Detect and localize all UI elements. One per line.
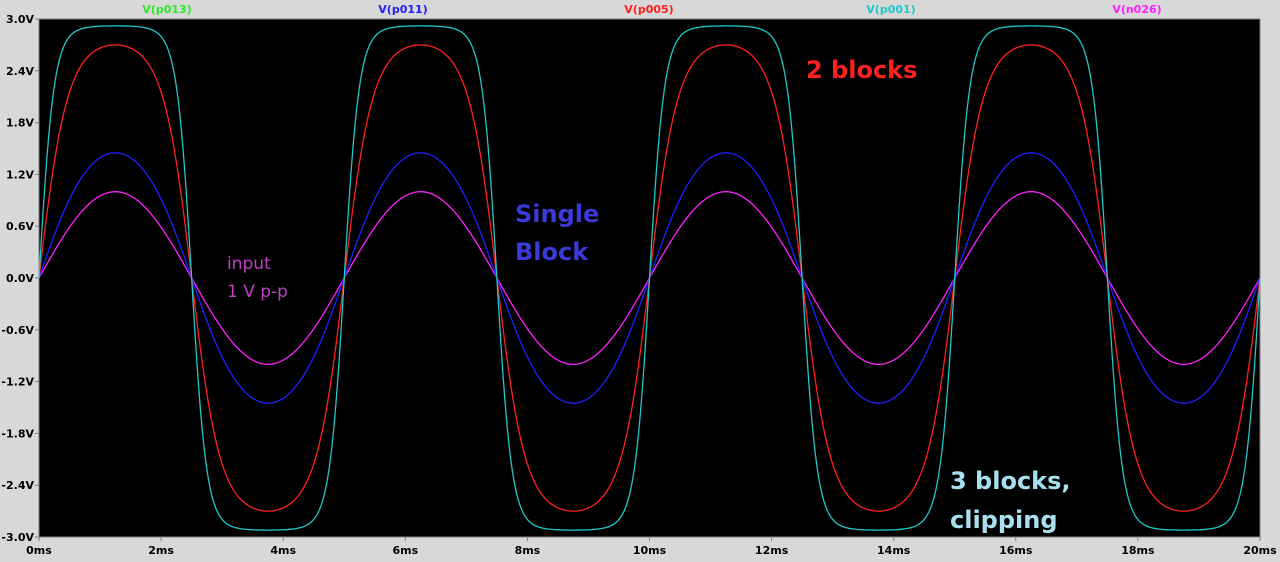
y-tick-label: 0.0V	[6, 272, 34, 285]
y-tick-label: 3.0V	[6, 13, 34, 26]
legend-entry: V(p011)	[378, 3, 427, 16]
y-tick-label: -3.0V	[1, 531, 34, 544]
x-axis-ticks: 0ms 2ms 4ms 6ms 8ms 10ms 12ms 14ms 16ms 18ms 20ms	[26, 537, 1277, 557]
annotation-3-blocks-line2: clipping	[950, 506, 1058, 534]
legend: V(p013) V(p011) V(p005) V(p001) V(n026)	[142, 3, 1161, 16]
x-tick-label: 20ms	[1243, 544, 1277, 557]
legend-entry: V(p005)	[624, 3, 673, 16]
legend-entry: V(p001)	[866, 3, 915, 16]
annotation-single-block-line2: Block	[515, 238, 589, 266]
series-line	[38, 25, 1261, 531]
legend-entry: V(n026)	[1112, 3, 1161, 16]
x-tick-label: 6ms	[392, 544, 418, 557]
x-tick-label: 18ms	[1121, 544, 1155, 557]
x-tick-label: 14ms	[877, 544, 911, 557]
y-tick-label: -1.8V	[1, 427, 34, 440]
x-tick-label: 8ms	[515, 544, 541, 557]
annotation-3-blocks-line1: 3 blocks,	[950, 467, 1071, 495]
y-tick-label: 1.8V	[6, 117, 34, 130]
annotation-2-blocks: 2 blocks	[806, 56, 917, 84]
x-tick-label: 2ms	[148, 544, 174, 557]
y-tick-label: -2.4V	[1, 479, 34, 492]
annotation-single-block-line1: Single	[515, 200, 599, 228]
legend-entry: V(p013)	[142, 3, 191, 16]
y-tick-label: -1.2V	[1, 376, 34, 389]
y-tick-label: -0.6V	[1, 324, 34, 337]
series-layer	[38, 25, 1261, 531]
annotation-input-line1: input	[227, 254, 271, 274]
x-tick-label: 12ms	[755, 544, 789, 557]
x-tick-label: 0ms	[26, 544, 52, 557]
y-tick-label: 1.2V	[6, 168, 34, 181]
y-tick-label: 2.4V	[6, 65, 34, 78]
y-axis-ticks: 3.0V 2.4V 1.8V 1.2V 0.6V 0.0V -0.6V -1.2V -1.8V -…	[1, 13, 39, 544]
x-tick-label: 4ms	[270, 544, 296, 557]
y-tick-label: 0.6V	[6, 220, 34, 233]
annotation-input-line2: 1 V p-p	[227, 282, 288, 302]
x-tick-label: 10ms	[633, 544, 667, 557]
x-tick-label: 16ms	[999, 544, 1033, 557]
